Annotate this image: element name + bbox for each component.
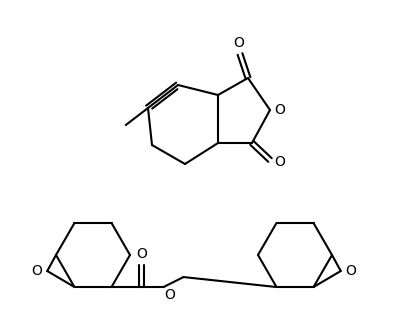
Text: O: O — [274, 155, 285, 169]
Text: O: O — [234, 36, 244, 50]
Text: O: O — [136, 247, 147, 261]
Text: O: O — [345, 264, 356, 278]
Text: O: O — [274, 103, 285, 117]
Text: O: O — [31, 264, 42, 278]
Text: O: O — [164, 288, 175, 302]
